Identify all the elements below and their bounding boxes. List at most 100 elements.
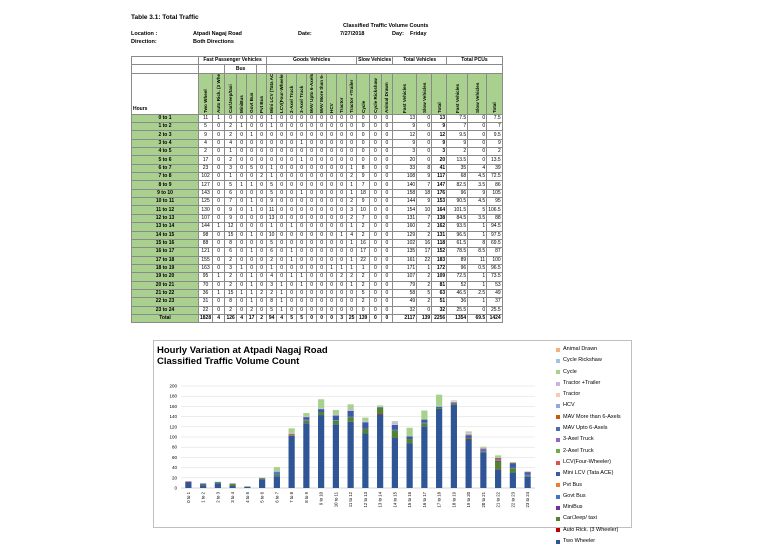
table-cell: 0 <box>236 238 248 249</box>
total-cell: 25 <box>346 313 358 324</box>
table-cell: 0 <box>256 305 268 315</box>
bar-segment <box>347 409 354 411</box>
table-cell: 9 <box>224 205 238 215</box>
table-cell: 0 <box>316 213 328 224</box>
table-cell: 0 <box>380 138 394 149</box>
legend-swatch <box>556 528 560 533</box>
table-cell: 1 <box>286 247 298 257</box>
table-cell: 0 <box>380 247 394 257</box>
column-header: MAV More than 6-Axels <box>316 72 328 115</box>
table-cell: 0 <box>276 222 288 232</box>
table-cell: 7.5 <box>446 113 469 124</box>
legend-item: Auto Rick. (3 Wheeler) <box>556 525 621 536</box>
table-cell: 33 <box>392 163 418 174</box>
table-cell: 0 <box>380 188 394 199</box>
table-cell: 13.5 <box>446 155 469 165</box>
table-cell: 0 <box>326 213 338 224</box>
hour-label: 6 to 7 <box>131 163 199 174</box>
table-cell: 1 <box>276 288 288 299</box>
table-cell: 0 <box>306 188 318 199</box>
table-cell: 0 <box>236 172 248 182</box>
table-cell: 3 <box>431 147 448 157</box>
column-header-label: MAV Upto 6-Axels <box>309 73 315 113</box>
table-cell: 0 <box>467 122 488 132</box>
table-cell: 1 <box>246 130 258 140</box>
table-cell: 0 <box>256 163 268 174</box>
table-cell: 0 <box>369 305 382 315</box>
bar-segment <box>465 432 472 434</box>
table-cell: 12 <box>392 130 418 140</box>
table-cell: 3 <box>266 280 278 290</box>
column-header-label: 2-Axel Truck <box>289 85 295 113</box>
total-cell: 3 <box>336 313 348 324</box>
bar-segment <box>421 419 428 423</box>
y-tick-label: 60 <box>172 455 178 460</box>
legend-swatch <box>556 426 560 431</box>
table-cell: 135 <box>392 247 418 257</box>
table-cell: 1 <box>246 205 258 215</box>
table-cell: 0 <box>380 172 394 182</box>
table-cell: 13 <box>431 113 448 124</box>
table-cell: 0 <box>346 305 358 315</box>
table-cell: 15 <box>224 230 238 240</box>
bar-segment <box>185 481 192 483</box>
table-cell: 131 <box>392 213 418 224</box>
table-cell: 102 <box>392 238 418 249</box>
group-total-vehicles: Total Vehicles <box>392 55 448 66</box>
table-row: 16 to 17 121 0 6 0 1 0 6 0 1 0 0 0 0 0 0 17 0 0 135 17 152 78.… <box>131 247 522 257</box>
hour-label: 9 to 10 <box>131 188 199 199</box>
table-cell: 0 <box>346 288 358 299</box>
table-cell: 1 <box>346 163 358 174</box>
total-cell: 2256 <box>431 313 448 324</box>
table-cell: 0 <box>306 213 318 224</box>
x-tick-label: 1 to 2 <box>201 491 206 502</box>
table-cell: 1 <box>266 222 278 232</box>
table-cell: 0 <box>286 297 298 307</box>
table-cell: 0 <box>212 213 226 224</box>
column-header: Pvt Bus <box>256 72 268 115</box>
legend-label: Tractor <box>563 391 581 398</box>
table-cell: 9 <box>266 197 278 207</box>
table-cell: 2 <box>356 272 371 282</box>
table-cell: 0 <box>336 147 348 157</box>
table-cell: 0 <box>306 163 318 174</box>
x-tick-label: 2 to 3 <box>215 491 220 502</box>
table-row: 12 to 13 107 0 9 0 0 0 13 0 0 0 0 0 0 0 2 7 0 0 131 7 138 84.5… <box>131 213 522 224</box>
table-cell: 4 <box>467 163 488 174</box>
bar-segment <box>450 403 457 405</box>
table-cell: 158 <box>392 188 418 199</box>
column-header-label: HCV <box>329 102 335 113</box>
table-cell: 3 <box>224 163 238 174</box>
table-cell: 8.5 <box>467 247 488 257</box>
table-cell: 0 <box>380 230 394 240</box>
table-cell: 0 <box>256 247 268 257</box>
table-cell: 0 <box>212 147 226 157</box>
table-cell: 6 <box>224 188 238 199</box>
table-cell: 0 <box>416 138 433 149</box>
table-cell: 0 <box>276 263 288 274</box>
table-cell: 0 <box>380 122 394 132</box>
table-cell: 0 <box>369 230 382 240</box>
table-cell: 2 <box>356 280 371 290</box>
table-cell: 0 <box>296 122 308 132</box>
legend-swatch <box>556 494 560 499</box>
table-cell: 1 <box>296 280 308 290</box>
table-cell: 6 <box>224 247 238 257</box>
table-cell: 121 <box>197 247 214 257</box>
table-cell: 0 <box>256 238 268 249</box>
bar-segment <box>450 401 457 403</box>
table-cell: 9.5 <box>446 130 469 140</box>
x-tick-label: 0 to 1 <box>186 491 191 502</box>
bar-segment <box>509 472 516 488</box>
table-cell: 7.5 <box>486 113 503 124</box>
table-cell: 3 <box>392 147 418 157</box>
table-cell: 0 <box>356 130 371 140</box>
bar-segment <box>273 474 280 477</box>
table-cell: 0 <box>316 163 328 174</box>
table-cell: 107 <box>197 213 214 224</box>
column-header: Cycle Rickshaw <box>369 72 382 115</box>
table-cell: 0 <box>306 255 318 265</box>
legend-swatch <box>556 539 560 544</box>
table-cell: 0 <box>212 172 226 182</box>
